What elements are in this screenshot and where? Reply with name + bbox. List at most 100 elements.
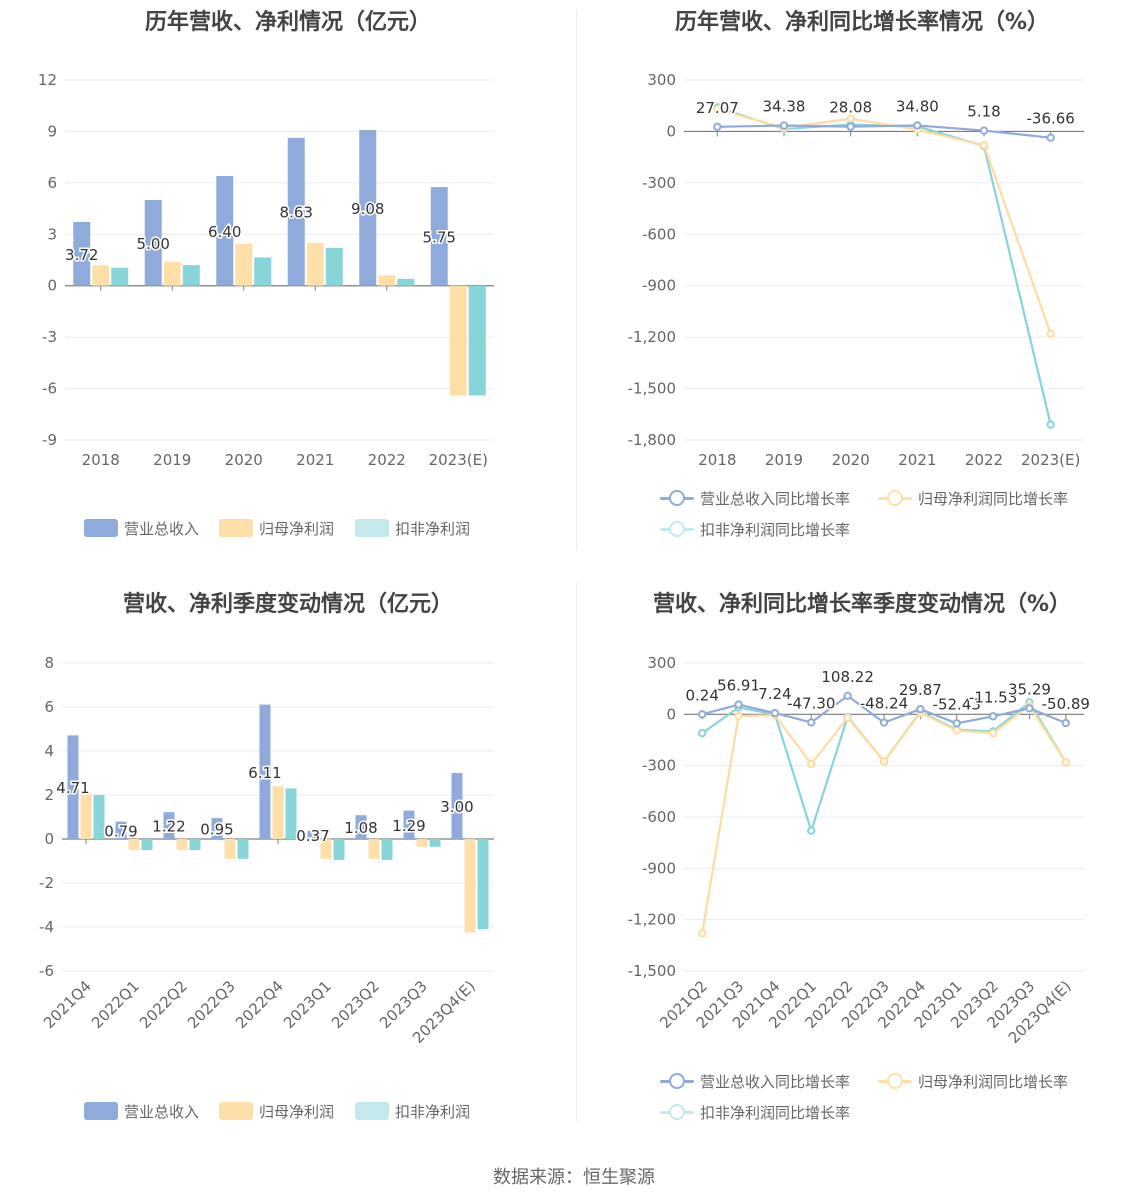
series-line-net-growth <box>701 704 1067 934</box>
bar-revenue <box>211 818 223 839</box>
data-point <box>913 121 922 130</box>
x-tick-label: 2021 <box>296 451 334 469</box>
bar-net-profit <box>464 839 476 933</box>
x-tick-label: 2019 <box>765 451 803 469</box>
legend-deducted-growth[interactable]: 扣非净利润同比增长率 <box>660 519 850 539</box>
y-tick-label: -1,500 <box>628 380 676 398</box>
data-point <box>979 140 989 150</box>
bar-net-profit <box>176 839 188 850</box>
y-tick-label: 12 <box>38 71 57 89</box>
bar-revenue <box>307 830 319 839</box>
x-tick-label: 2023Q1 <box>280 977 335 1032</box>
data-label: 27.07 <box>696 99 739 117</box>
bar-deducted-profit <box>429 839 441 847</box>
data-point <box>713 104 722 114</box>
data-point <box>979 126 989 135</box>
bar-revenue <box>403 810 415 839</box>
legend-label: 扣非净利润同比增长率 <box>700 520 851 539</box>
legend-net-growth[interactable]: 归母净利润同比增长率 <box>878 1071 1068 1091</box>
data-label: 1.22 <box>152 818 185 836</box>
bar-net-profit <box>368 839 380 859</box>
data-point <box>713 122 722 131</box>
data-label: -11.53 <box>969 688 1017 706</box>
bar-revenue <box>355 815 367 839</box>
data-label: -36.66 <box>1026 110 1074 128</box>
data-point <box>952 719 961 728</box>
legend-swatch <box>355 519 389 537</box>
data-point <box>952 726 961 735</box>
x-tick-label: 2022Q4 <box>232 977 287 1032</box>
data-point <box>1061 718 1071 728</box>
legend-deducted-growth[interactable]: 扣非净利润同比增长率 <box>660 1102 850 1122</box>
data-label: 56.91 <box>717 677 760 695</box>
bar-revenue <box>287 137 305 286</box>
legend-net-profit[interactable]: 归母净利润 <box>219 518 334 538</box>
data-label: 3.00 <box>440 798 473 816</box>
quarterly-revenue-profit-chart: 营收、净利季度变动情况（亿元） 8 6 4 2 0 -2 -4 -6 2021Q4 2022Q1 2… <box>0 580 576 1140</box>
legend-revenue-growth[interactable]: 营业总收入同比增长率 <box>660 1071 850 1091</box>
bar-net-profit <box>272 786 284 839</box>
bar-net-profit <box>235 243 253 286</box>
legend-label: 归母净利润同比增长率 <box>918 489 1069 508</box>
bar-deducted-profit <box>325 248 343 286</box>
data-label: -52.43 <box>933 695 981 713</box>
data-point <box>770 708 780 718</box>
y-tick-label: -600 <box>642 225 676 243</box>
y-tick-label: 0 <box>44 830 54 848</box>
legend-label: 营业总收入同比增长率 <box>700 1072 851 1091</box>
bar-deducted-profit <box>333 839 345 860</box>
data-point <box>1025 704 1034 713</box>
legend-revenue[interactable]: 营业总收入 <box>84 1101 199 1121</box>
data-label: 1.08 <box>344 819 377 837</box>
chart-legend: 营业总收入同比增长率 归母净利润同比增长率 扣非净利润同比增长率 <box>576 1071 1148 1127</box>
x-tick-label: 2021Q4 <box>40 977 95 1032</box>
y-tick-label: -900 <box>642 859 676 877</box>
chart-title: 营收、净利同比增长率季度变动情况（%） <box>652 592 1072 617</box>
bar-revenue <box>430 187 448 286</box>
data-label: 0.79 <box>104 822 137 840</box>
series-line-revenue-growth <box>717 124 1051 139</box>
chart-legend: 营业总收入 归母净利润 扣非净利润 <box>0 1101 576 1125</box>
x-tick-label: 2022 <box>368 451 406 469</box>
legend-net-growth[interactable]: 归母净利润同比增长率 <box>878 488 1068 508</box>
legend-revenue[interactable]: 营业总收入 <box>84 518 199 538</box>
annual-line-plot: 300 0 -300 -600 -900 -1,200 -1,500 -1,800 2018 20… <box>628 71 1084 469</box>
legend-label: 扣非净利润 <box>395 1102 471 1121</box>
chart-legend: 营业总收入 归母净利润 扣非净利润 <box>0 518 576 542</box>
x-tick-label: 2022Q1 <box>88 977 143 1032</box>
legend-deducted-profit[interactable]: 扣非净利润 <box>355 518 470 538</box>
data-point <box>879 718 889 727</box>
y-tick-label: -1,200 <box>628 328 676 346</box>
legend-deducted-profit[interactable]: 扣非净利润 <box>355 1101 470 1121</box>
data-point <box>734 711 743 721</box>
data-point <box>843 691 852 701</box>
data-label: -47.30 <box>787 694 835 712</box>
data-point <box>846 114 855 123</box>
data-label: 29.87 <box>899 681 942 699</box>
legend-swatch <box>219 519 253 537</box>
y-tick-label: -1,500 <box>628 962 676 980</box>
annual-bar-plot: 12 9 6 3 0 -3 -6 -9 2018 2019 2020 2021 2022 2023(E) 3… <box>38 71 494 469</box>
y-tick-label: -6 <box>39 962 54 980</box>
x-tick-label: 2022Q2 <box>136 977 191 1032</box>
legend-label: 营业总收入 <box>124 1102 200 1121</box>
bar-deducted-profit <box>397 278 415 286</box>
bar-net-profit <box>416 839 428 847</box>
bar-net-profit <box>80 792 92 839</box>
x-tick-label: 2020 <box>225 451 263 469</box>
legend-marker <box>660 1103 694 1121</box>
data-point <box>697 710 707 719</box>
data-point <box>734 700 743 709</box>
bar-deducted-profit <box>93 795 105 839</box>
bar-net-profit <box>128 839 140 850</box>
y-tick-label: 3 <box>47 225 57 243</box>
y-tick-label: -600 <box>642 808 676 826</box>
y-tick-label: -1,200 <box>628 911 676 929</box>
y-tick-label: -300 <box>642 174 676 192</box>
data-point <box>807 759 816 769</box>
bar-revenue <box>359 130 377 286</box>
legend-revenue-growth[interactable]: 营业总收入同比增长率 <box>660 488 850 508</box>
bar-net-profit <box>449 285 467 396</box>
legend-net-profit[interactable]: 归母净利润 <box>219 1101 334 1121</box>
data-label: 34.38 <box>763 98 806 116</box>
